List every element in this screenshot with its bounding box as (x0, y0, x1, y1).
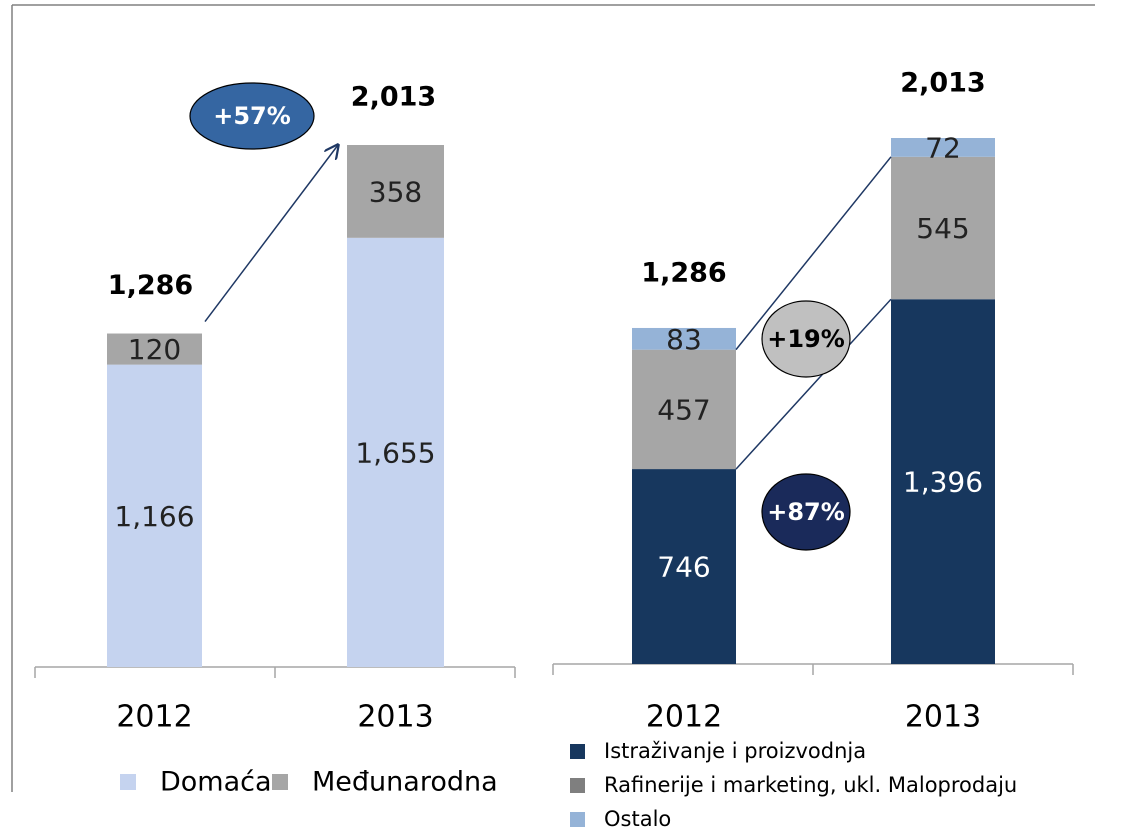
value-label: 120 (128, 333, 181, 366)
legend-swatch (570, 778, 585, 793)
legend-swatch (120, 774, 136, 790)
bar-segment (632, 469, 736, 664)
x-tick-label: 2013 (357, 700, 433, 735)
total-label: 1,286 (108, 270, 193, 301)
annotation: +19% (767, 325, 845, 353)
value-label: 457 (657, 393, 710, 426)
bar-segment (632, 349, 736, 470)
annotation: +87% (767, 498, 845, 526)
total-label: 2,013 (900, 68, 985, 99)
legend-swatch (570, 744, 585, 759)
value-label: 358 (369, 175, 422, 208)
bar-segment (891, 138, 995, 157)
bar-segment (347, 145, 444, 238)
value-label: 545 (916, 212, 969, 245)
legend-label: Rafinerije i marketing, ukl. Maloprodaju (604, 773, 1017, 797)
connector (735, 156, 892, 351)
value-label: 1,655 (355, 436, 435, 469)
annotation-bubble (761, 300, 851, 378)
value-label: 72 (925, 131, 961, 164)
bar-segment (891, 299, 995, 664)
bar-segment (891, 156, 995, 300)
x-tick-label: 2012 (646, 700, 722, 735)
annotation-bubble (761, 473, 851, 551)
legend-swatch (570, 812, 585, 827)
x-tick-label: 2012 (116, 700, 192, 735)
total-label: 2,013 (351, 82, 436, 113)
value-label: 83 (666, 323, 702, 356)
value-label: 1,166 (114, 500, 194, 533)
legend-label: Istraživanje i proizvodnja (604, 739, 866, 763)
legend-swatch (272, 774, 288, 790)
bar-segment (347, 237, 444, 667)
connector (735, 298, 892, 470)
annotation-bubble (189, 82, 315, 150)
legend-label: Ostalo (604, 807, 671, 831)
bar-segment (632, 327, 736, 350)
value-label: 746 (657, 551, 710, 584)
legend-label: Domaća (160, 767, 272, 798)
growth-arrow (204, 145, 338, 322)
total-label: 1,286 (641, 257, 726, 288)
value-label: 1,396 (903, 466, 983, 499)
bar-segment (107, 364, 202, 667)
annotation: +57% (213, 102, 291, 130)
legend-label: Međunarodna (312, 767, 498, 798)
bar-segment (107, 333, 202, 365)
x-tick-label: 2013 (905, 700, 981, 735)
